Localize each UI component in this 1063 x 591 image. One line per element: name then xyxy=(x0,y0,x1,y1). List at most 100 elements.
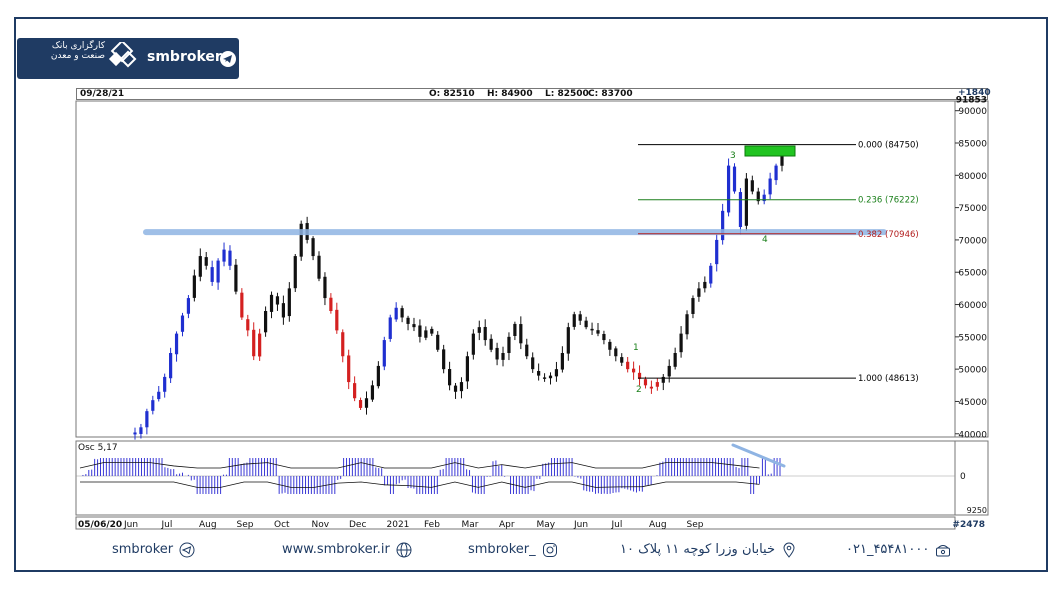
candle-body xyxy=(370,385,375,400)
candle-body xyxy=(246,319,250,331)
candle-body xyxy=(430,328,434,334)
candle-body xyxy=(637,372,642,379)
candle-body xyxy=(572,314,576,327)
date-tick-label: Sep xyxy=(237,520,254,530)
candle-body xyxy=(240,292,244,318)
candle-body xyxy=(323,276,327,299)
candle-body xyxy=(234,264,238,292)
candle-body xyxy=(335,309,339,331)
close-value: C: 83700 xyxy=(588,89,633,99)
price-tick-label: 80000 xyxy=(958,172,987,182)
candle-body xyxy=(566,327,570,354)
date-tick-label: 2021 xyxy=(387,520,410,530)
date-tick-label: Mar xyxy=(462,520,479,530)
candle-body xyxy=(548,375,553,379)
candle-body xyxy=(620,357,624,363)
footer-telegram[interactable]: smbroker xyxy=(112,542,195,558)
candle-body xyxy=(590,328,594,331)
candle-body xyxy=(738,192,743,227)
candle-body xyxy=(252,329,256,357)
candle-body xyxy=(726,165,731,213)
price-tick-label: 70000 xyxy=(958,236,987,246)
oscillator-envelope-upper xyxy=(79,462,760,469)
candle-body xyxy=(180,315,185,332)
candle-body xyxy=(145,411,149,428)
candle-body xyxy=(513,323,517,336)
candle-body xyxy=(501,353,505,360)
candle-body xyxy=(210,267,214,282)
open-value: O: 82510 xyxy=(429,89,475,99)
candle-body xyxy=(388,317,392,339)
change-value: +1840 xyxy=(958,88,991,98)
candle-body xyxy=(293,256,297,289)
candle-body xyxy=(560,353,564,370)
price-tick-label: 65000 xyxy=(958,269,987,279)
candle-body xyxy=(483,326,487,341)
date-tick-label: May xyxy=(537,520,556,530)
candle-body xyxy=(287,288,291,317)
price-plot-area xyxy=(75,100,956,438)
date-tick-label: Jul xyxy=(611,520,623,530)
candle-body xyxy=(525,344,529,357)
bank-logo-icon xyxy=(108,42,137,68)
footer-phone[interactable]: ۰۲۱_۴۵۴۸۱۰۰۰ xyxy=(846,542,951,558)
date-tick-label: Apr xyxy=(499,520,515,530)
candle-body xyxy=(453,385,458,392)
candle-body xyxy=(750,180,754,192)
candle-body xyxy=(643,379,648,386)
candle-body xyxy=(204,257,208,266)
candle-body xyxy=(174,333,179,355)
price-tick-label: 85000 xyxy=(958,140,987,150)
candle-body xyxy=(709,265,713,284)
candle-body xyxy=(667,365,671,377)
candle-body xyxy=(655,382,659,387)
price-tick-label: 55000 xyxy=(958,333,987,343)
footer-instagram[interactable]: smbroker_ xyxy=(468,542,558,558)
candle-body xyxy=(477,327,481,333)
website-link[interactable]: www.smbroker.ir xyxy=(282,542,390,557)
current-date: 09/28/21 xyxy=(80,89,125,99)
address-text: خیابان وزرا کوچه ۱۱ پلاک ۱۰ xyxy=(620,542,776,557)
oscillator-plot-area xyxy=(75,440,956,516)
candle-body xyxy=(756,191,760,202)
candle-body xyxy=(679,333,683,353)
date-tick-label: Aug xyxy=(649,520,667,530)
wave-label: 2 xyxy=(636,385,642,395)
date-tick-label: Feb xyxy=(424,520,440,530)
candle-body xyxy=(584,320,588,328)
candle-body xyxy=(317,255,321,279)
last-price-label: 91853 xyxy=(956,96,987,106)
footer-website[interactable]: www.smbroker.ir xyxy=(282,542,412,558)
oscillator-envelope-lower xyxy=(80,481,760,488)
candle-body xyxy=(353,383,357,399)
candle-body xyxy=(400,308,404,318)
candle-body xyxy=(768,178,772,195)
candle-body xyxy=(697,288,701,297)
candle-body xyxy=(489,338,493,350)
candle-body xyxy=(703,281,707,289)
candle-body xyxy=(661,376,665,383)
candle-body xyxy=(465,356,470,382)
candle-body xyxy=(329,297,333,311)
phone-icon xyxy=(936,545,951,557)
candle-body xyxy=(364,398,369,408)
candle-body xyxy=(169,353,173,379)
candle-body xyxy=(721,210,725,241)
brand-name: smbroker xyxy=(147,49,222,65)
date-axis-bar xyxy=(75,516,956,530)
date-tick-label: Sep xyxy=(687,520,704,530)
candle-body xyxy=(281,303,285,318)
candle-body xyxy=(275,296,280,305)
candle-body xyxy=(537,371,541,376)
price-tick-label: 50000 xyxy=(958,366,987,376)
candle-body xyxy=(447,368,452,386)
footer-handle: smbroker xyxy=(112,542,174,557)
candle-body xyxy=(311,238,315,257)
location-pin-icon xyxy=(783,542,795,558)
candle-body xyxy=(602,333,606,341)
candle-body xyxy=(133,432,137,435)
price-tick-label: 45000 xyxy=(958,398,987,408)
candle-body xyxy=(406,317,410,324)
candle-body xyxy=(186,298,191,314)
